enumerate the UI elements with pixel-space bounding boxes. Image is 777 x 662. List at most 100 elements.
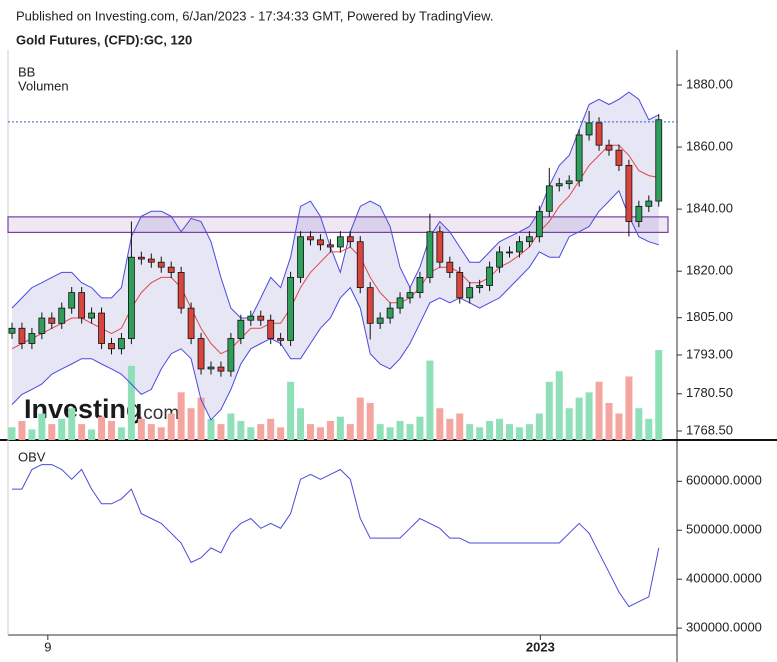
volume-bar [227, 413, 235, 440]
volume-bar [88, 429, 96, 440]
candle-body [406, 292, 414, 299]
volume-bar [336, 416, 344, 440]
volume-bar [68, 408, 76, 440]
volume-bar [466, 424, 474, 440]
candle-body [496, 251, 503, 268]
volume-bar [496, 418, 504, 440]
bollinger-lower [11, 189, 659, 421]
price-zone [7, 216, 669, 233]
candle-body [526, 236, 533, 243]
y-tick-label: 600000.0000 [686, 473, 762, 488]
volume-bar [575, 397, 583, 440]
candle-body [346, 236, 354, 243]
y-tick-label: 1880.00 [686, 76, 733, 91]
candle-body [317, 239, 324, 246]
candle-body [217, 366, 225, 372]
volume-bar [137, 418, 145, 440]
candle-body [565, 180, 573, 185]
volume-bar [486, 420, 494, 440]
volume-bar [257, 424, 265, 440]
volume-bar [506, 424, 513, 440]
y-tick-label: 1820.00 [686, 263, 733, 278]
candle-body [167, 266, 175, 273]
volume-bar [117, 427, 125, 440]
x-tick-label: 9 [44, 639, 51, 654]
candle-body [386, 307, 394, 319]
candle-body [366, 287, 374, 324]
volume-bar [585, 392, 593, 440]
volume-bar [197, 397, 205, 440]
y-tick-label: 1840.00 [686, 201, 733, 216]
candle-body [516, 241, 523, 253]
volume-bar [326, 420, 334, 440]
volume-bar [555, 371, 563, 440]
candle-body [456, 272, 464, 299]
volume-bar [446, 418, 454, 440]
candle-body [127, 256, 135, 339]
candle-body [356, 241, 364, 289]
volume-bar [307, 424, 314, 440]
volume-bar [8, 427, 16, 440]
volume-bar [267, 418, 275, 440]
candle-body [436, 231, 444, 263]
volume-bar [187, 408, 195, 440]
volume-bar [595, 381, 603, 440]
candle-body [118, 338, 125, 350]
candle-body [287, 276, 295, 341]
candle-body [595, 122, 603, 146]
y-tick-label: 400000.0000 [686, 571, 762, 586]
volume-bar [376, 424, 384, 440]
volume-bar [565, 408, 573, 440]
candle-body [426, 231, 434, 278]
candle-body [625, 164, 633, 222]
volume-bar [217, 424, 225, 440]
volume-bar [297, 408, 305, 440]
volume-bar [655, 350, 663, 440]
candle-body [18, 327, 26, 344]
volume-bar [316, 427, 324, 440]
candle-body [585, 122, 593, 136]
volume-bar [545, 381, 553, 440]
volume-bar [416, 416, 424, 440]
candle-body [157, 261, 165, 268]
candle-body [545, 185, 553, 212]
volume-bar [535, 413, 543, 440]
volume-bar [237, 420, 245, 440]
candle-body [187, 307, 195, 339]
bollinger-fill [12, 92, 659, 420]
volume-bar [346, 424, 354, 440]
candle-body [555, 183, 563, 187]
candle-body [247, 315, 255, 321]
bollinger-upper [11, 91, 660, 319]
y-tick-label: 1805.00 [686, 309, 733, 324]
volume-bar [38, 413, 46, 440]
y-tick-label: 300000.0000 [686, 620, 762, 635]
candle-body [8, 327, 16, 334]
candle-body [147, 258, 155, 263]
candle-body [98, 312, 105, 344]
candle-body [486, 266, 494, 286]
volume-bar [406, 424, 414, 440]
volume-bar [615, 413, 623, 440]
candle-body [396, 297, 404, 309]
volume-bar [78, 424, 86, 440]
candle-body [605, 144, 613, 151]
candle-body [476, 285, 484, 289]
volume-bar [366, 402, 374, 440]
volume-bar [18, 420, 26, 440]
candle-body [635, 205, 643, 222]
y-tick-label: 1768.50 [686, 422, 733, 437]
x-tick-label: 2023 [526, 639, 555, 654]
candle-body [645, 200, 653, 207]
volume-bar [167, 413, 175, 440]
volume-bar [28, 429, 36, 440]
candle-body [197, 338, 205, 370]
volume-bar [525, 424, 533, 440]
published-note: Published on Investing.com, 6/Jan/2023 -… [16, 8, 493, 23]
volume-bar [635, 408, 643, 440]
volume-bar [147, 424, 155, 440]
volume-bar [476, 427, 484, 440]
legend-entry: OBV [18, 449, 46, 464]
volume-bar [207, 418, 215, 440]
y-tick-label: 1860.00 [686, 138, 733, 153]
